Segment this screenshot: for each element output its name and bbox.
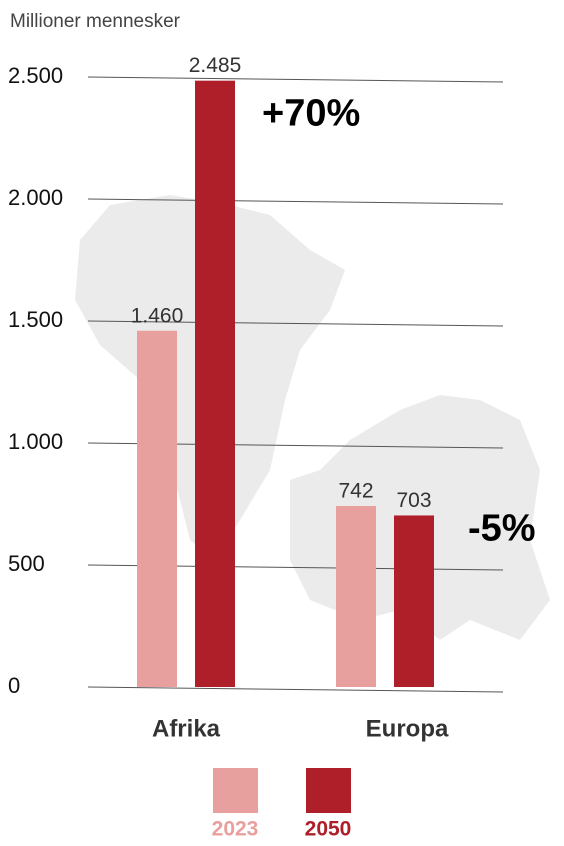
- y-tick-label: 500: [8, 551, 45, 576]
- grid-line: [87, 320, 504, 327]
- legend-swatch: [306, 768, 351, 813]
- y-tick-label: 2.000: [8, 185, 63, 210]
- legend-swatch: [213, 768, 258, 813]
- y-tick-label: 1.000: [8, 429, 63, 454]
- x-tick-label: Europa: [366, 715, 449, 742]
- legend-label: 2023: [212, 818, 259, 841]
- bar: [137, 330, 177, 687]
- bar: [195, 80, 235, 687]
- bar: [394, 515, 434, 687]
- y-axis-title: Millioner mennesker: [10, 11, 181, 32]
- legend-label: 2050: [305, 818, 352, 841]
- grid-line: [87, 686, 504, 693]
- y-tick-label: 2.500: [8, 63, 63, 88]
- value-label: 742: [338, 479, 373, 502]
- x-tick-label: Afrika: [152, 715, 221, 742]
- y-tick-label: 1.500: [8, 307, 63, 332]
- annotation: -5%: [468, 507, 536, 549]
- value-label: 703: [396, 489, 431, 512]
- annotation: +70%: [262, 93, 360, 135]
- y-tick-label: 0: [8, 673, 20, 698]
- bar: [336, 505, 376, 687]
- value-label: 1.460: [131, 304, 184, 327]
- grid-line: [87, 76, 504, 83]
- grid-line: [87, 198, 504, 205]
- value-label: 2.485: [189, 54, 242, 77]
